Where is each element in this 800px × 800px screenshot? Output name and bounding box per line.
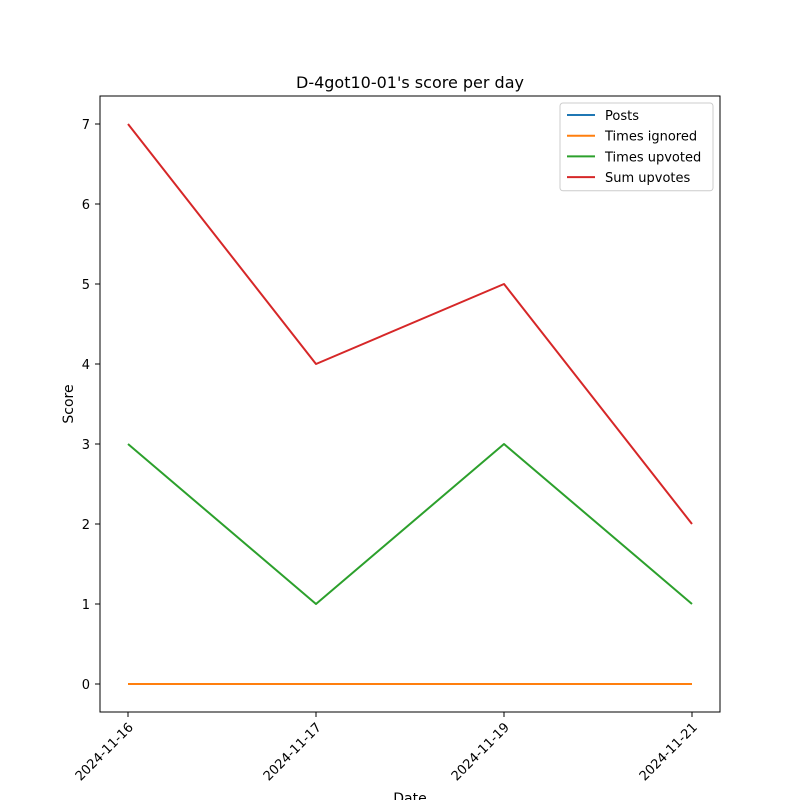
series-layer [127, 123, 693, 685]
x-axis-label: Date [393, 791, 426, 800]
y-tick-label: 0 [82, 678, 90, 693]
y-tick-label: 3 [82, 438, 90, 453]
legend-box [559, 102, 714, 192]
legend-label: Posts [605, 109, 639, 124]
y-tick-label: 4 [82, 358, 90, 373]
y-tick-label: 6 [82, 198, 90, 213]
legend-label: Sum upvotes [605, 171, 691, 186]
series-line-times-upvoted [127, 443, 693, 605]
plot-frame [99, 95, 721, 713]
series-line-sum-upvotes [127, 123, 693, 525]
legend-label: Times ignored [604, 130, 697, 145]
y-tick-label: 7 [82, 118, 90, 133]
y-axis-label: Score [61, 384, 77, 423]
y-tick-label: 2 [82, 518, 90, 533]
legend: Posts Times ignored Times upvoted Sum upvot… [559, 102, 714, 192]
legend-label: Times upvoted [604, 150, 701, 165]
y-tick-label: 1 [82, 598, 90, 613]
y-tick-label: 5 [82, 278, 90, 293]
chart-title: D-4got10-01's score per day [296, 73, 524, 92]
y-axis: 0 1 2 3 4 5 6 7 [82, 118, 100, 693]
